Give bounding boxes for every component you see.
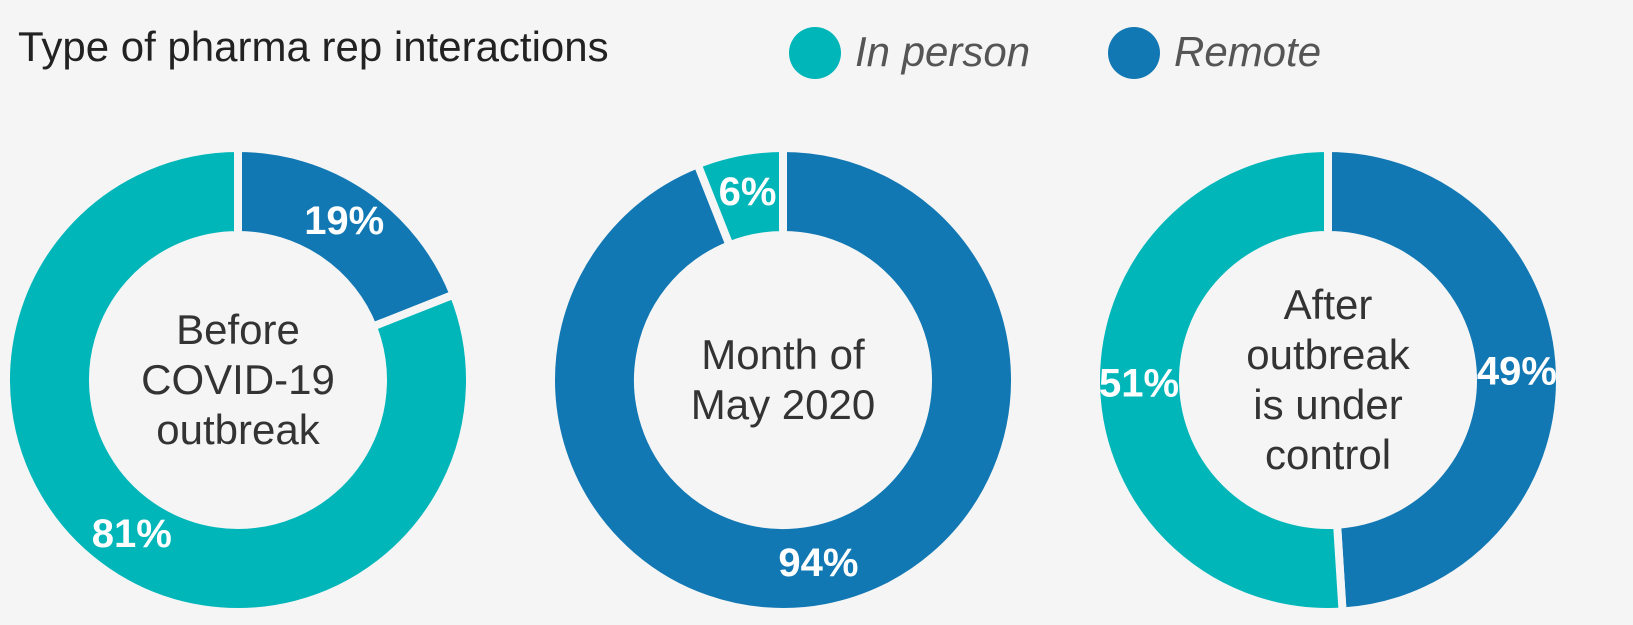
chart-title: Type of pharma rep interactions: [18, 23, 609, 70]
donut-center-label: Month of May 2020: [690, 331, 876, 428]
value-label: 6%: [719, 170, 777, 214]
value-label: 19%: [304, 199, 384, 243]
donut-slice: [1092, 143, 1347, 616]
value-label: 49%: [1477, 350, 1557, 394]
donut-center-label: Before COVID-19 outbreak: [141, 306, 335, 453]
value-label: 51%: [1099, 361, 1179, 405]
value-label: 81%: [92, 512, 172, 556]
donut-slice: [1324, 143, 1564, 616]
legend-label: Remote: [1174, 28, 1321, 75]
legend-swatch: [789, 27, 841, 79]
value-label: 94%: [778, 541, 858, 585]
donut-slice: [547, 143, 1019, 616]
donut-slice: [692, 143, 787, 251]
donut-center-label: After outbreak is under control: [1246, 281, 1410, 478]
legend-swatch: [1108, 27, 1160, 79]
donut-slice: [2, 143, 474, 616]
legend-label: In person: [855, 28, 1030, 75]
